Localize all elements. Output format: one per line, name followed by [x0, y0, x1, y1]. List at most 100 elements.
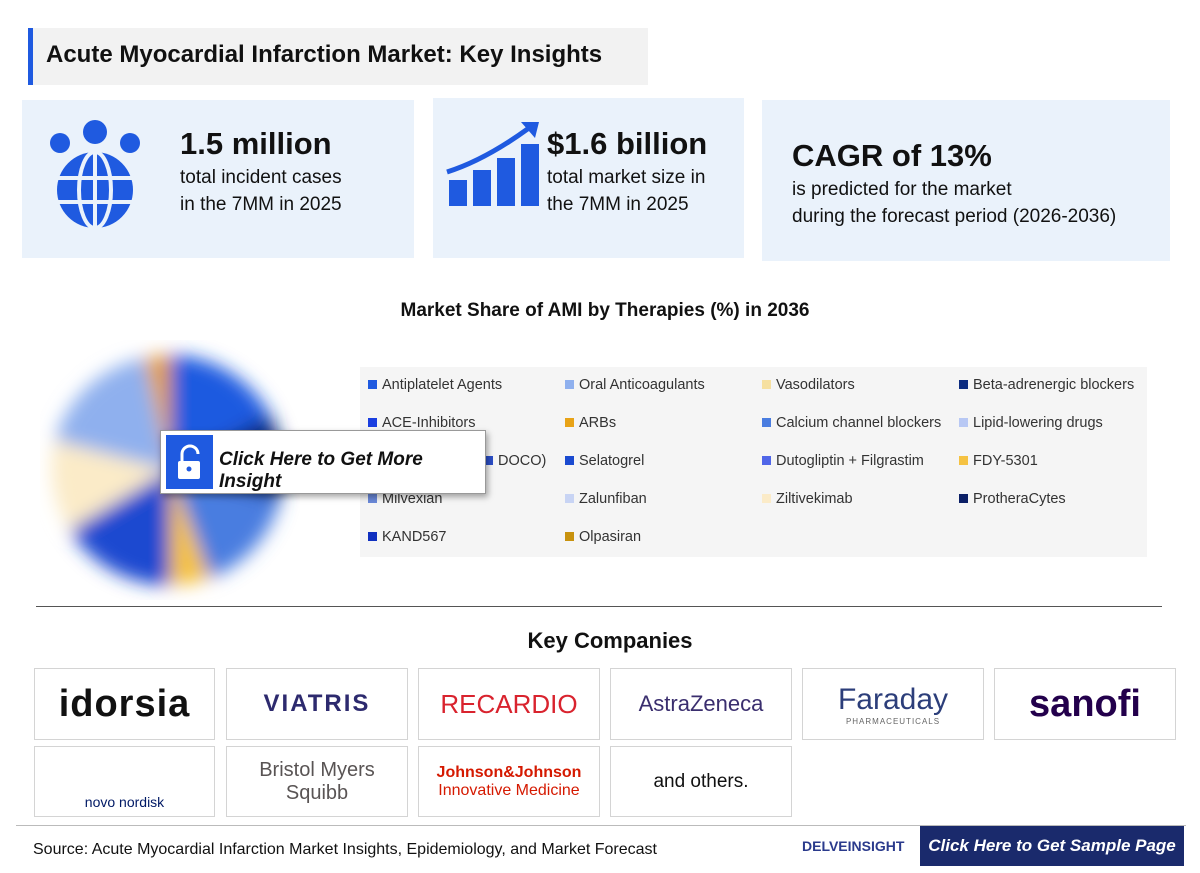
legend-label: Oral Anticoagulants — [579, 377, 705, 393]
button-label: Click Here to Get More Insight — [219, 449, 423, 492]
line: is predicted for the market — [792, 179, 1012, 200]
logo-box: RECARDIO — [418, 668, 600, 740]
legend-item: Dutogliptin + Filgrastim — [762, 453, 924, 469]
insight-card: CAGR of 13% is predicted for the market d… — [762, 100, 1170, 261]
stat-text: is predicted for the market during the fo… — [792, 176, 1116, 230]
legend-swatch — [762, 456, 771, 465]
logo: idorsia — [58, 682, 191, 725]
logo: RECARDIO — [440, 688, 578, 719]
logo-box: sanofi — [994, 668, 1176, 740]
source: Source: Acute Myocardial Infarction Mark… — [33, 841, 657, 858]
legend-label: Ziltivekimab — [776, 491, 853, 507]
legend-label: ProtheraCytes — [973, 491, 1066, 507]
growth-icon — [446, 122, 539, 206]
logo: Johnson&Johnson — [436, 763, 582, 781]
legend-label: Milvexian — [382, 491, 443, 507]
line: total incident cases — [180, 167, 342, 188]
title-box: Acute Myocardial Infarction Market: Key … — [28, 28, 648, 85]
insight-card: 1.5 million total incident cases in the 7… — [22, 100, 414, 258]
legend-swatch — [762, 494, 771, 503]
chart-title: Market Share of AMI by Therapies (%) in … — [400, 300, 810, 321]
logo-box: Bristol Myers Squibb — [226, 746, 408, 817]
others: and others. — [653, 770, 749, 792]
legend-swatch — [368, 494, 377, 503]
legend-swatch — [565, 532, 574, 541]
legend-label: FDY-5301 — [973, 453, 1038, 469]
lock-icon — [166, 435, 213, 489]
legend-swatch — [368, 532, 377, 541]
line: total market size in — [547, 167, 706, 188]
section-title: Key Companies — [527, 628, 693, 653]
line: in the 7MM in 2025 — [180, 194, 342, 215]
legend-label: ARBs — [579, 415, 617, 431]
legend-item: Beta-adrenergic blockers — [959, 377, 1134, 393]
logo-box: idorsia — [34, 668, 215, 740]
legend-swatch — [959, 494, 968, 503]
divider — [36, 606, 1162, 607]
legend-label: Vasodilators — [776, 377, 855, 393]
people-icon — [50, 120, 140, 228]
legend-item: Selatogrel — [565, 453, 644, 469]
legend-item: ACE-Inhibitors — [368, 415, 475, 431]
legend: Antiplatelet Agents Oral Anticoagulants Va… — [360, 367, 1147, 557]
logo: Squibb — [285, 781, 349, 804]
legend-item: KAND567 — [368, 529, 446, 545]
stat-value: $1.6 billion — [547, 126, 708, 161]
stat-value: CAGR of 13% — [792, 138, 992, 173]
legend-label: Beta-adrenergic blockers — [973, 377, 1135, 393]
legend-label: Olpasiran — [579, 529, 642, 545]
legend-swatch — [368, 380, 377, 389]
legend-swatch — [565, 456, 574, 465]
insight-card: $1.6 billion total market size in the 7MM… — [433, 98, 744, 258]
legend-item: ARBs — [565, 415, 616, 431]
legend-label: Antiplatelet Agents — [382, 377, 503, 393]
legend-swatch — [565, 494, 574, 503]
legend-swatch — [484, 456, 493, 465]
sample-button[interactable]: Click Here to Get Sample Page — [920, 826, 1184, 866]
legend-swatch — [565, 380, 574, 389]
legend-item: DOCO) — [484, 453, 546, 469]
brand: DELVEINSIGHT — [802, 838, 905, 854]
accent — [28, 28, 33, 85]
legend-item: Olpasiran — [565, 529, 641, 545]
legend-item: Vasodilators — [762, 377, 855, 393]
legend-label: KAND567 — [382, 529, 447, 545]
logo: Bristol Myers — [259, 758, 375, 781]
line: the 7MM in 2025 — [547, 194, 689, 215]
logo-box: Faraday PHARMACEUTICALS — [802, 668, 984, 740]
logo-box: novo nordisk — [34, 746, 215, 817]
legend-item: Milvexian — [368, 491, 442, 507]
stat-text: total incident cases in the 7MM in 2025 — [180, 164, 342, 218]
insight-button[interactable]: Click Here to Get More Insight — [160, 430, 486, 494]
legend-swatch — [762, 380, 771, 389]
legend-swatch — [959, 456, 968, 465]
page-title: Acute Myocardial Infarction Market: Key … — [46, 41, 603, 68]
legend-item: ProtheraCytes — [959, 491, 1066, 507]
legend-swatch — [959, 380, 968, 389]
legend-swatch — [368, 418, 377, 427]
logo: AstraZeneca — [638, 691, 764, 716]
stat-value: 1.5 million — [180, 126, 332, 161]
stat-text: total market size in the 7MM in 2025 — [547, 164, 705, 218]
legend-label: Zalunfiban — [579, 491, 647, 507]
legend-label: Calcium channel blockers — [776, 415, 942, 431]
logo-box: Johnson&Johnson Innovative Medicine — [418, 746, 600, 817]
logo: Innovative Medicine — [438, 781, 580, 799]
footer-line — [16, 825, 1186, 826]
logo-box: AstraZeneca — [610, 668, 792, 740]
legend-item: Calcium channel blockers — [762, 415, 941, 431]
legend-swatch — [762, 418, 771, 427]
logo: novo nordisk — [84, 794, 165, 810]
legend-label: Dutogliptin + Filgrastim — [776, 453, 924, 469]
legend-item: Ziltivekimab — [762, 491, 853, 507]
legend-label: ACE-Inhibitors — [382, 415, 476, 431]
legend-item: Zalunfiban — [565, 491, 647, 507]
legend-item: Antiplatelet Agents — [368, 377, 502, 393]
legend-item: Lipid-lowering drugs — [959, 415, 1103, 431]
legend-item: Oral Anticoagulants — [565, 377, 705, 393]
logo: Faraday — [837, 682, 949, 716]
legend-swatch — [565, 418, 574, 427]
legend-swatch — [959, 418, 968, 427]
logo: sanofi — [1029, 682, 1141, 725]
